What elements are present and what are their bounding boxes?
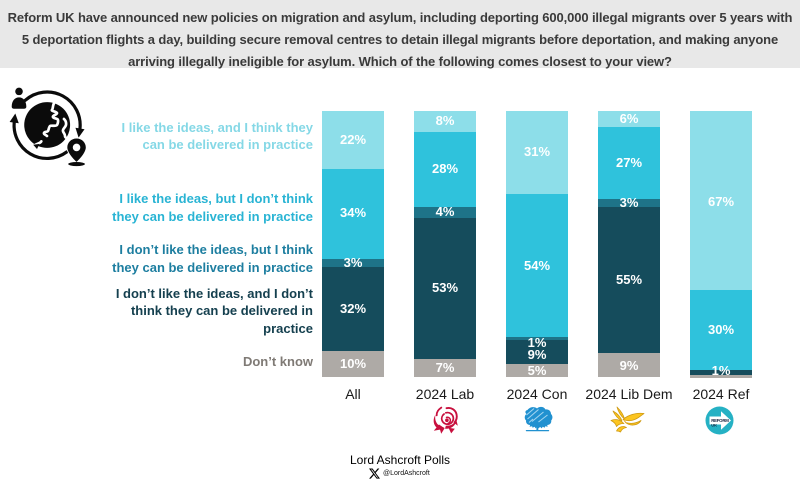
svg-text:UK: UK — [711, 423, 717, 428]
svg-text:REFORM: REFORM — [711, 418, 729, 423]
